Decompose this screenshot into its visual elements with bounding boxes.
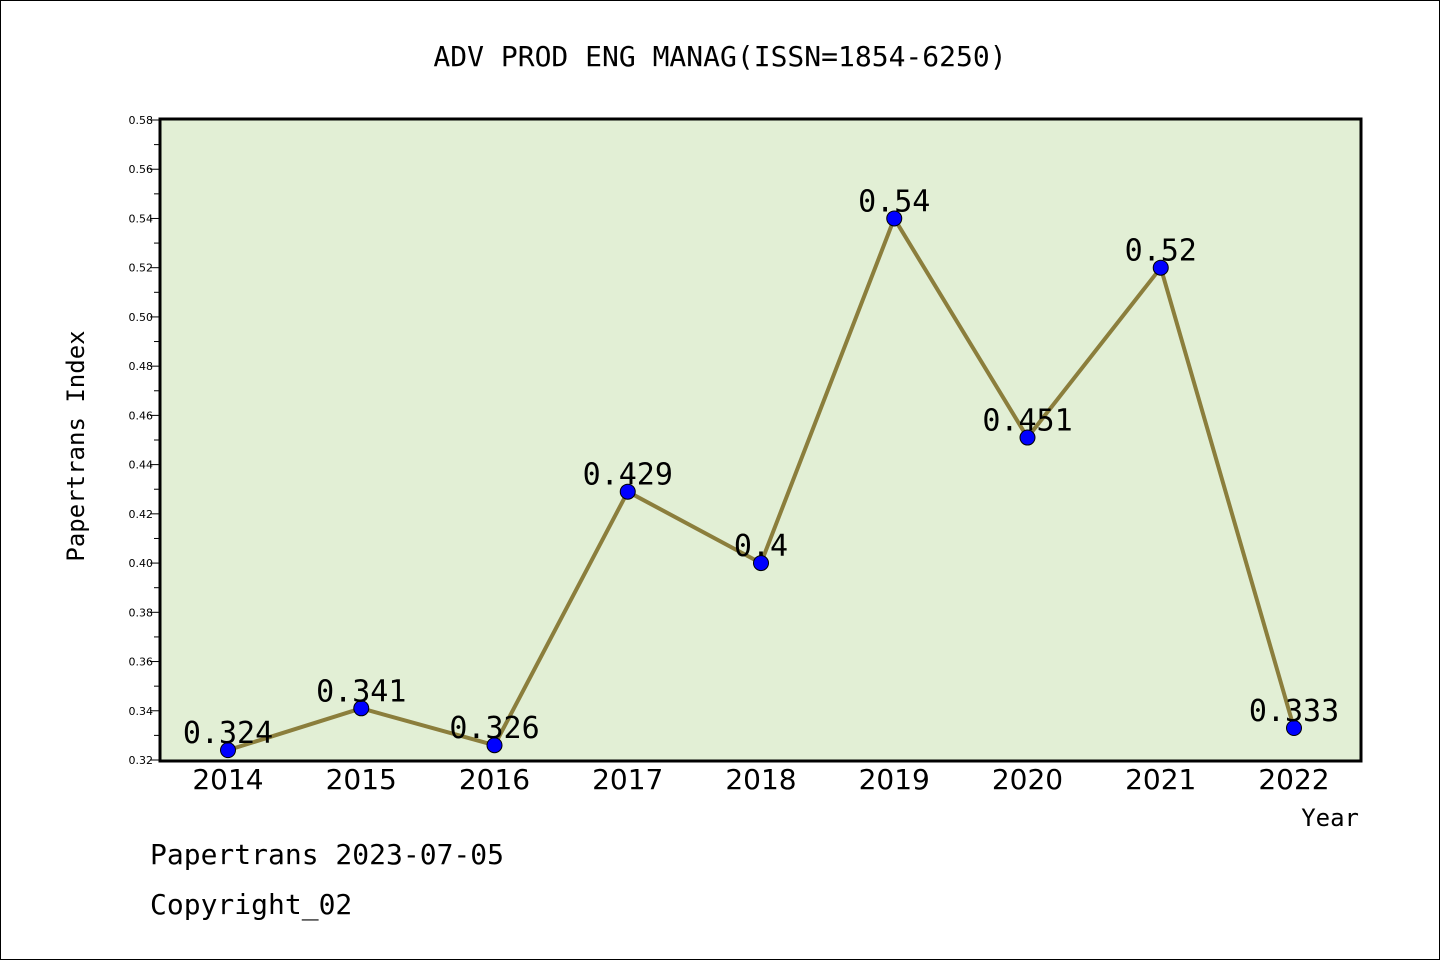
data-label: 0.326 [449, 711, 539, 746]
y-tick-label: 0.34 [129, 705, 154, 718]
data-point [1152, 259, 1169, 276]
y-axis-ticks: 0.32 0.34 0.36 0.38 0.40 0.42 0.44 0.46 0.48 0.50… [129, 114, 160, 767]
y-tick-label: 0.46 [129, 409, 154, 422]
y-axis-label: Papertrans Index [62, 330, 90, 561]
y-tick-label: 0.42 [129, 508, 154, 521]
y-tick-label: 0.40 [129, 557, 154, 570]
x-tick-label: 2014 [192, 763, 263, 796]
x-tick-label: 2020 [992, 763, 1063, 796]
y-tick-label: 0.58 [129, 114, 154, 127]
y-tick-label: 0.32 [129, 754, 154, 767]
plot-area [158, 117, 1363, 763]
data-point [1019, 429, 1036, 446]
data-point [1286, 720, 1302, 736]
data-label: 0.4 [734, 529, 788, 564]
x-tick-label: 2021 [1125, 763, 1196, 796]
x-axis-ticks: 2014 2015 2016 2017 2018 2019 2020 2021 2022 [192, 763, 1329, 796]
data-label: 0.324 [183, 716, 273, 751]
y-tick-label: 0.38 [129, 606, 154, 619]
data-point [619, 483, 636, 500]
data-point [886, 210, 903, 227]
y-tick-label: 0.54 [129, 212, 154, 225]
footer-copyright: Copyright_02 [150, 888, 352, 922]
data-series: 0.324 0.341 0.326 0.429 0.4 0.54 0.451 0.52 0.33… [183, 184, 1339, 759]
x-axis-label: Year [1301, 804, 1359, 832]
x-tick-label: 2019 [859, 763, 930, 796]
data-label: 0.333 [1249, 694, 1339, 729]
x-tick-label: 2016 [459, 763, 530, 796]
chart-title: ADV PROD ENG MANAG(ISSN=1854-6250) [433, 40, 1006, 73]
data-label: 0.52 [1125, 234, 1197, 269]
x-tick-label: 2015 [326, 763, 397, 796]
y-tick-label: 0.48 [129, 360, 154, 373]
x-tick-label: 2022 [1258, 763, 1329, 796]
y-tick-label: 0.44 [129, 459, 154, 472]
data-point [486, 737, 503, 754]
x-tick-label: 2017 [592, 763, 663, 796]
data-label: 0.54 [858, 184, 930, 219]
data-label: 0.451 [982, 404, 1072, 439]
x-tick-label: 2018 [725, 763, 796, 796]
y-tick-label: 0.52 [129, 262, 154, 275]
y-tick-label: 0.50 [129, 311, 154, 324]
y-tick-label: 0.56 [129, 163, 154, 176]
data-label: 0.429 [583, 458, 673, 493]
y-tick-label: 0.36 [129, 656, 154, 669]
footer-date-line: Papertrans 2023-07-05 [150, 838, 504, 871]
data-point [353, 700, 370, 717]
data-point [753, 555, 769, 572]
data-point [220, 742, 236, 759]
data-label: 0.341 [316, 674, 406, 709]
